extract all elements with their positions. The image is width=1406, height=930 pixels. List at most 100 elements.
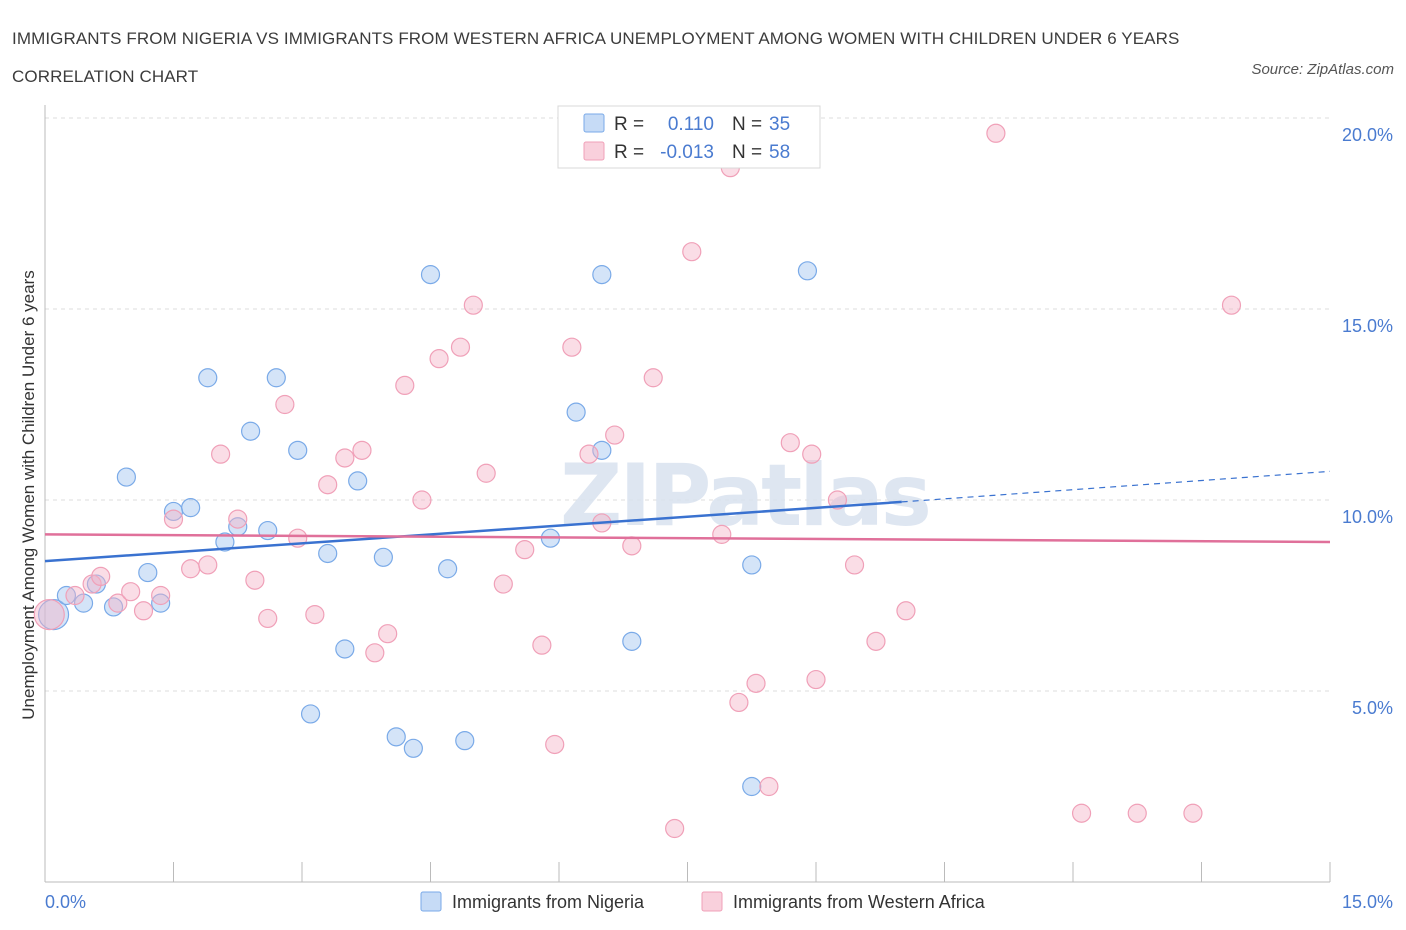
nigeria-point-24 — [420, 265, 441, 285]
western-africa-point-10 — [198, 555, 218, 575]
nigeria-point-11 — [215, 532, 235, 552]
western-africa-point-28 — [476, 463, 496, 483]
nigeria-point-22 — [386, 727, 406, 747]
nigeria-point-34 — [797, 261, 818, 281]
trend-line-nigeria — [44, 500, 902, 563]
western-africa-point-20 — [352, 440, 372, 460]
western-africa-point-4 — [108, 593, 128, 613]
nigeria-point-33 — [742, 776, 762, 797]
legend-n-label-2: N = — [732, 142, 762, 163]
western-africa-point-11 — [211, 444, 231, 464]
western-africa-point-15 — [275, 394, 295, 415]
western-africa-point-44 — [746, 673, 766, 693]
western-africa-point-8 — [163, 509, 184, 529]
trend-line-nigeria-extension — [901, 470, 1331, 503]
nigeria-point-23 — [403, 738, 423, 758]
nigeria-point-9 — [181, 498, 201, 518]
nigeria-point-5 — [116, 467, 136, 487]
gridlines — [45, 117, 1330, 692]
y-tick-label-1: 10.0% — [1342, 507, 1393, 527]
western-africa-point-19 — [335, 448, 355, 468]
legend-n-value-1: 35 — [769, 114, 790, 135]
legend-r-label-2: R = — [614, 142, 644, 163]
western-africa-point-40 — [682, 242, 702, 262]
nigeria-point-17 — [300, 704, 321, 724]
nigeria-point-31 — [622, 631, 642, 651]
nigeria-point-18 — [318, 543, 338, 564]
nigeria-point-10 — [198, 368, 218, 388]
western-africa-point-51 — [866, 631, 886, 651]
chart-title: IMMIGRANTS FROM NIGERIA VS IMMIGRANTS FR… — [12, 29, 1180, 86]
nigeria-point-7 — [151, 593, 171, 613]
western-africa-point-56 — [1183, 803, 1203, 823]
legend-r-value-1: 0.110 — [668, 114, 714, 135]
western-africa-point-46 — [780, 433, 800, 453]
western-africa-point-24 — [412, 490, 432, 510]
western-africa-point-26 — [450, 337, 471, 357]
nigeria-point-28 — [566, 402, 586, 422]
western-africa-point-38 — [643, 368, 663, 388]
western-africa-point-37 — [622, 536, 642, 556]
nigeria-point-15 — [266, 368, 286, 388]
legend-n-value-2: 58 — [769, 142, 790, 163]
x-tick-label-max: 15.0% — [1342, 892, 1393, 912]
western-africa-point-49 — [827, 490, 848, 510]
nigeria-point-30 — [592, 265, 612, 285]
western-africa-point-9 — [181, 559, 201, 579]
western-africa-point-45 — [759, 776, 779, 797]
y-axis-label: Unemployment Among Women with Children U… — [19, 270, 38, 719]
nigeria-point-21 — [373, 547, 393, 567]
trend-lines — [44, 470, 1331, 563]
bottom-legend-swatch-nigeria — [420, 891, 442, 912]
western-africa-point-7 — [151, 585, 171, 606]
western-africa-point-21 — [365, 643, 385, 663]
western-africa-point-30 — [515, 540, 535, 560]
chart-source: Source: ZipAtlas.com — [1251, 61, 1394, 78]
western-africa-point-31 — [532, 635, 552, 655]
western-africa-point-52 — [896, 601, 916, 621]
nigeria-point-13 — [241, 421, 261, 441]
legend-r-value-2: -0.013 — [660, 142, 714, 163]
nigeria-point-20 — [348, 471, 368, 491]
western-africa-point-41 — [712, 524, 732, 544]
western-africa-point-32 — [545, 734, 565, 755]
western-africa-point-22 — [378, 624, 398, 644]
western-africa-point-47 — [802, 444, 822, 464]
nigeria-point-26 — [455, 731, 475, 751]
western-africa-point-17 — [305, 604, 325, 625]
western-africa-point-54 — [1071, 803, 1092, 823]
western-africa-point-14 — [258, 608, 278, 629]
western-africa-point-50 — [844, 555, 865, 575]
western-africa-point-36 — [605, 425, 625, 445]
watermark: ZIPatlas — [560, 446, 929, 546]
bottom-legend: Immigrants from Nigeria Immigrants from … — [420, 891, 986, 912]
nigeria-point-29 — [592, 440, 612, 460]
legend-swatch-western-africa — [583, 141, 605, 161]
western-africa-point-29 — [493, 574, 513, 594]
bottom-legend-label-nigeria: Immigrants from Nigeria — [452, 892, 645, 912]
y-tick-label-2: 15.0% — [1342, 316, 1393, 336]
western-africa-point-23 — [395, 375, 415, 395]
nigeria-point-25 — [438, 559, 458, 579]
western-africa-point-55 — [1127, 803, 1147, 823]
axes — [44, 105, 1331, 883]
western-africa-point-39 — [665, 818, 685, 839]
nigeria-point-19 — [335, 639, 355, 659]
western-africa-point-33 — [562, 337, 582, 357]
western-africa-point-53 — [986, 123, 1006, 143]
western-africa-point-1 — [65, 585, 85, 606]
western-africa-point-0 — [33, 598, 65, 631]
western-africa-point-12 — [228, 509, 248, 529]
legend-swatch-nigeria — [583, 113, 605, 133]
nigeria-point-32 — [742, 555, 762, 575]
western-africa-point-13 — [245, 570, 265, 590]
legend-r-label-1: R = — [614, 114, 644, 135]
legend-n-label-1: N = — [732, 114, 762, 135]
western-africa-point-43 — [729, 692, 749, 713]
western-africa-point-5 — [121, 582, 141, 602]
western-africa-point-34 — [579, 444, 599, 464]
western-africa-point-3 — [91, 566, 111, 587]
nigeria-point-16 — [288, 440, 308, 460]
western-africa-point-27 — [463, 295, 483, 315]
x-tick-label-min: 0.0% — [45, 892, 86, 912]
